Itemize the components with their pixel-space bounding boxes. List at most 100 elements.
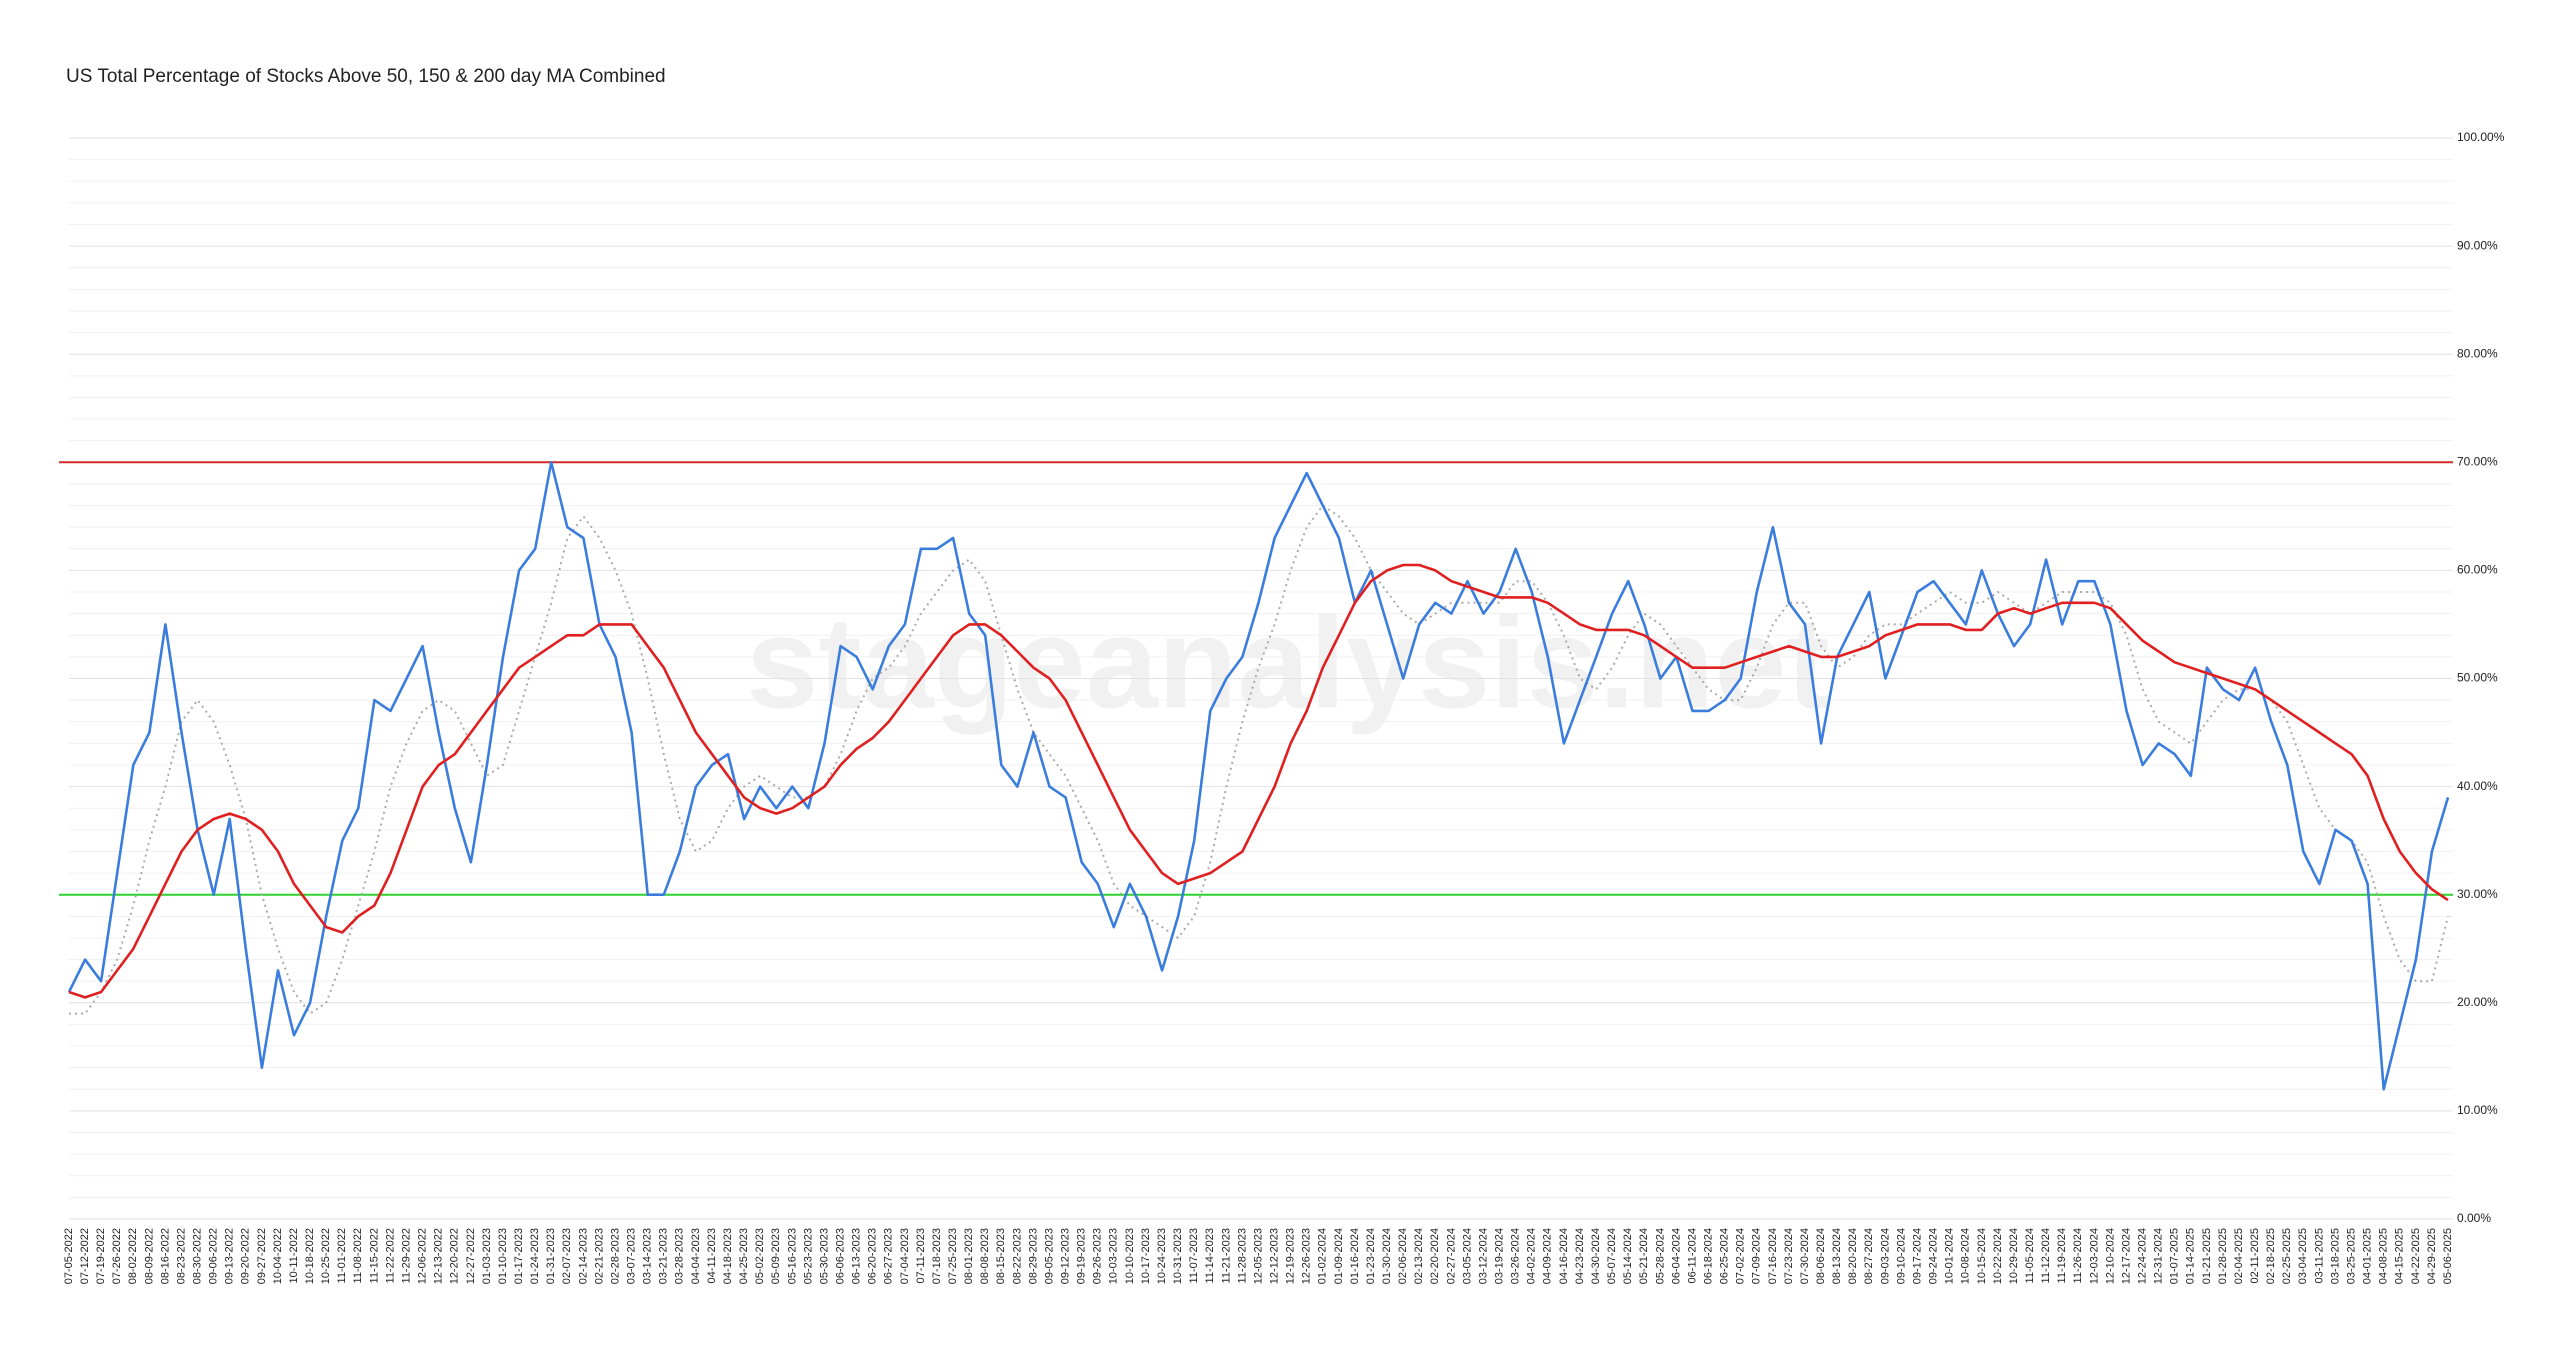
- x-tick-label: 04-18-2023: [722, 1228, 734, 1284]
- x-tick-label: 12-19-2023: [1285, 1228, 1297, 1284]
- y-tick-label: 60.00%: [2457, 563, 2498, 577]
- y-tick-label: 80.00%: [2457, 346, 2498, 360]
- y-tick-label: 30.00%: [2457, 887, 2498, 901]
- x-tick-label: 05-30-2023: [818, 1228, 830, 1284]
- x-tick-label: 02-13-2024: [1413, 1228, 1425, 1284]
- x-tick-label: 06-20-2023: [867, 1228, 879, 1284]
- x-tick-label: 10-01-2024: [1944, 1228, 1956, 1284]
- y-tick-label: 40.00%: [2457, 779, 2498, 793]
- x-tick-label: 04-04-2023: [690, 1228, 702, 1284]
- y-tick-label: 50.00%: [2457, 671, 2498, 685]
- x-tick-label: 11-19-2024: [2056, 1228, 2068, 1283]
- x-tick-label: 11-14-2023: [1204, 1228, 1216, 1283]
- x-tick-label: 01-30-2024: [1381, 1228, 1393, 1284]
- x-tick-label: 09-27-2022: [256, 1228, 268, 1284]
- x-tick-label: 10-11-2022: [288, 1228, 300, 1283]
- chart-title: US Total Percentage of Stocks Above 50, …: [66, 66, 666, 87]
- x-tick-label: 11-12-2024: [2040, 1228, 2052, 1283]
- x-tick-label: 03-26-2024: [1510, 1228, 1522, 1284]
- x-tick-label: 03-21-2023: [658, 1228, 670, 1284]
- x-tick-label: 08-06-2024: [1815, 1228, 1827, 1284]
- x-tick-label: 12-20-2022: [449, 1228, 461, 1284]
- x-tick-label: 08-02-2022: [127, 1228, 139, 1284]
- x-tick-label: 08-27-2024: [1863, 1228, 1875, 1284]
- x-tick-label: 12-10-2024: [2104, 1228, 2116, 1284]
- x-tick-label: 01-21-2025: [2201, 1228, 2213, 1284]
- x-tick-label: 05-28-2024: [1654, 1228, 1666, 1284]
- x-tick-label: 08-23-2022: [175, 1228, 187, 1284]
- x-tick-label: 06-13-2023: [851, 1228, 863, 1284]
- x-tick-label: 08-13-2024: [1831, 1228, 1843, 1284]
- x-tick-label: 02-20-2024: [1429, 1228, 1441, 1284]
- x-tick-label: 10-29-2024: [2008, 1228, 2020, 1284]
- x-tick-label: 03-12-2024: [1477, 1228, 1489, 1284]
- x-tick-label: 06-06-2023: [834, 1228, 846, 1284]
- x-tick-label: 03-18-2025: [2329, 1228, 2341, 1284]
- series-line: [67, 461, 2450, 1091]
- x-tick-label: 10-15-2024: [1976, 1228, 1988, 1284]
- x-tick-label: 07-26-2022: [111, 1228, 123, 1284]
- x-tick-label: 10-04-2022: [272, 1228, 284, 1284]
- x-tick-label: 11-05-2024: [2024, 1228, 2036, 1283]
- x-tick-label: 04-16-2024: [1558, 1228, 1570, 1284]
- x-tick-label: 11-01-2022: [336, 1228, 348, 1283]
- x-tick-label: 02-27-2024: [1445, 1228, 1457, 1284]
- x-tick-label: 03-28-2023: [674, 1228, 686, 1284]
- x-tick-label: 02-25-2025: [2281, 1228, 2293, 1284]
- x-tick-label: 02-14-2023: [577, 1228, 589, 1284]
- x-tick-label: 11-22-2022: [384, 1228, 396, 1283]
- x-tick-label: 12-05-2023: [1252, 1228, 1264, 1284]
- x-tick-label: 01-28-2025: [2217, 1228, 2229, 1284]
- y-tick-label: 0.00%: [2457, 1211, 2491, 1225]
- y-tick-label: 100.00%: [2457, 130, 2505, 144]
- x-tick-label: 06-27-2023: [883, 1228, 895, 1284]
- x-tick-label: 12-26-2023: [1301, 1228, 1313, 1284]
- x-tick-label: 09-03-2024: [1879, 1228, 1891, 1284]
- x-tick-label: 02-04-2025: [2233, 1228, 2245, 1284]
- x-tick-label: 07-11-2023: [915, 1228, 927, 1283]
- x-tick-label: 08-01-2023: [963, 1228, 975, 1284]
- x-tick-label: 08-09-2022: [143, 1228, 155, 1284]
- x-tick-label: 06-25-2024: [1719, 1228, 1731, 1284]
- series-line: [68, 563, 2449, 999]
- x-tick-label: 06-04-2024: [1670, 1228, 1682, 1284]
- x-tick-label: 04-01-2025: [2362, 1228, 2374, 1284]
- x-tick-label: 04-08-2025: [2378, 1228, 2390, 1284]
- y-tick-label: 70.00%: [2457, 454, 2498, 468]
- x-tick-label: 01-10-2023: [497, 1228, 509, 1284]
- x-tick-label: 01-31-2023: [545, 1228, 557, 1284]
- x-tick-label: 07-19-2022: [95, 1228, 107, 1284]
- x-tick-label: 01-02-2024: [1317, 1228, 1329, 1284]
- x-tick-label: 10-24-2023: [1156, 1228, 1168, 1284]
- x-tick-label: 01-14-2025: [2185, 1228, 2197, 1284]
- x-tick-label: 02-28-2023: [609, 1228, 621, 1284]
- x-tick-label: 05-16-2023: [786, 1228, 798, 1284]
- x-tick-label: 07-12-2022: [79, 1228, 91, 1284]
- x-tick-label: 10-08-2024: [1960, 1228, 1972, 1284]
- x-tick-label: 08-15-2023: [995, 1228, 1007, 1284]
- x-tick-label: 08-22-2023: [1011, 1228, 1023, 1284]
- x-tick-label: 11-29-2022: [400, 1228, 412, 1283]
- x-tick-label: 09-19-2023: [1076, 1228, 1088, 1284]
- x-tick-label: 01-23-2024: [1365, 1228, 1377, 1284]
- x-tick-label: 04-29-2025: [2426, 1228, 2438, 1284]
- x-tick-label: 04-11-2023: [706, 1228, 718, 1283]
- x-tick-label: 09-13-2022: [224, 1228, 236, 1284]
- x-tick-label: 12-06-2022: [417, 1228, 429, 1284]
- x-tick-label: 08-30-2022: [192, 1228, 204, 1284]
- x-tick-label: 04-02-2024: [1526, 1228, 1538, 1284]
- x-tick-label: 02-21-2023: [593, 1228, 605, 1284]
- x-tick-label: 09-05-2023: [1043, 1228, 1055, 1284]
- x-tick-label: 03-07-2023: [626, 1228, 638, 1284]
- x-tick-label: 02-07-2023: [561, 1228, 573, 1284]
- x-tick-label: 05-21-2024: [1638, 1228, 1650, 1284]
- x-tick-label: 06-18-2024: [1702, 1228, 1714, 1284]
- x-tick-label: 04-30-2024: [1590, 1228, 1602, 1284]
- x-tick-label: 03-11-2025: [2313, 1228, 2325, 1283]
- x-tick-label: 12-13-2022: [433, 1228, 445, 1284]
- x-tick-label: 03-05-2024: [1461, 1228, 1473, 1284]
- x-tick-label: 01-16-2024: [1349, 1228, 1361, 1284]
- x-tick-label: 09-26-2023: [1092, 1228, 1104, 1284]
- x-tick-label: 07-05-2022: [63, 1228, 75, 1284]
